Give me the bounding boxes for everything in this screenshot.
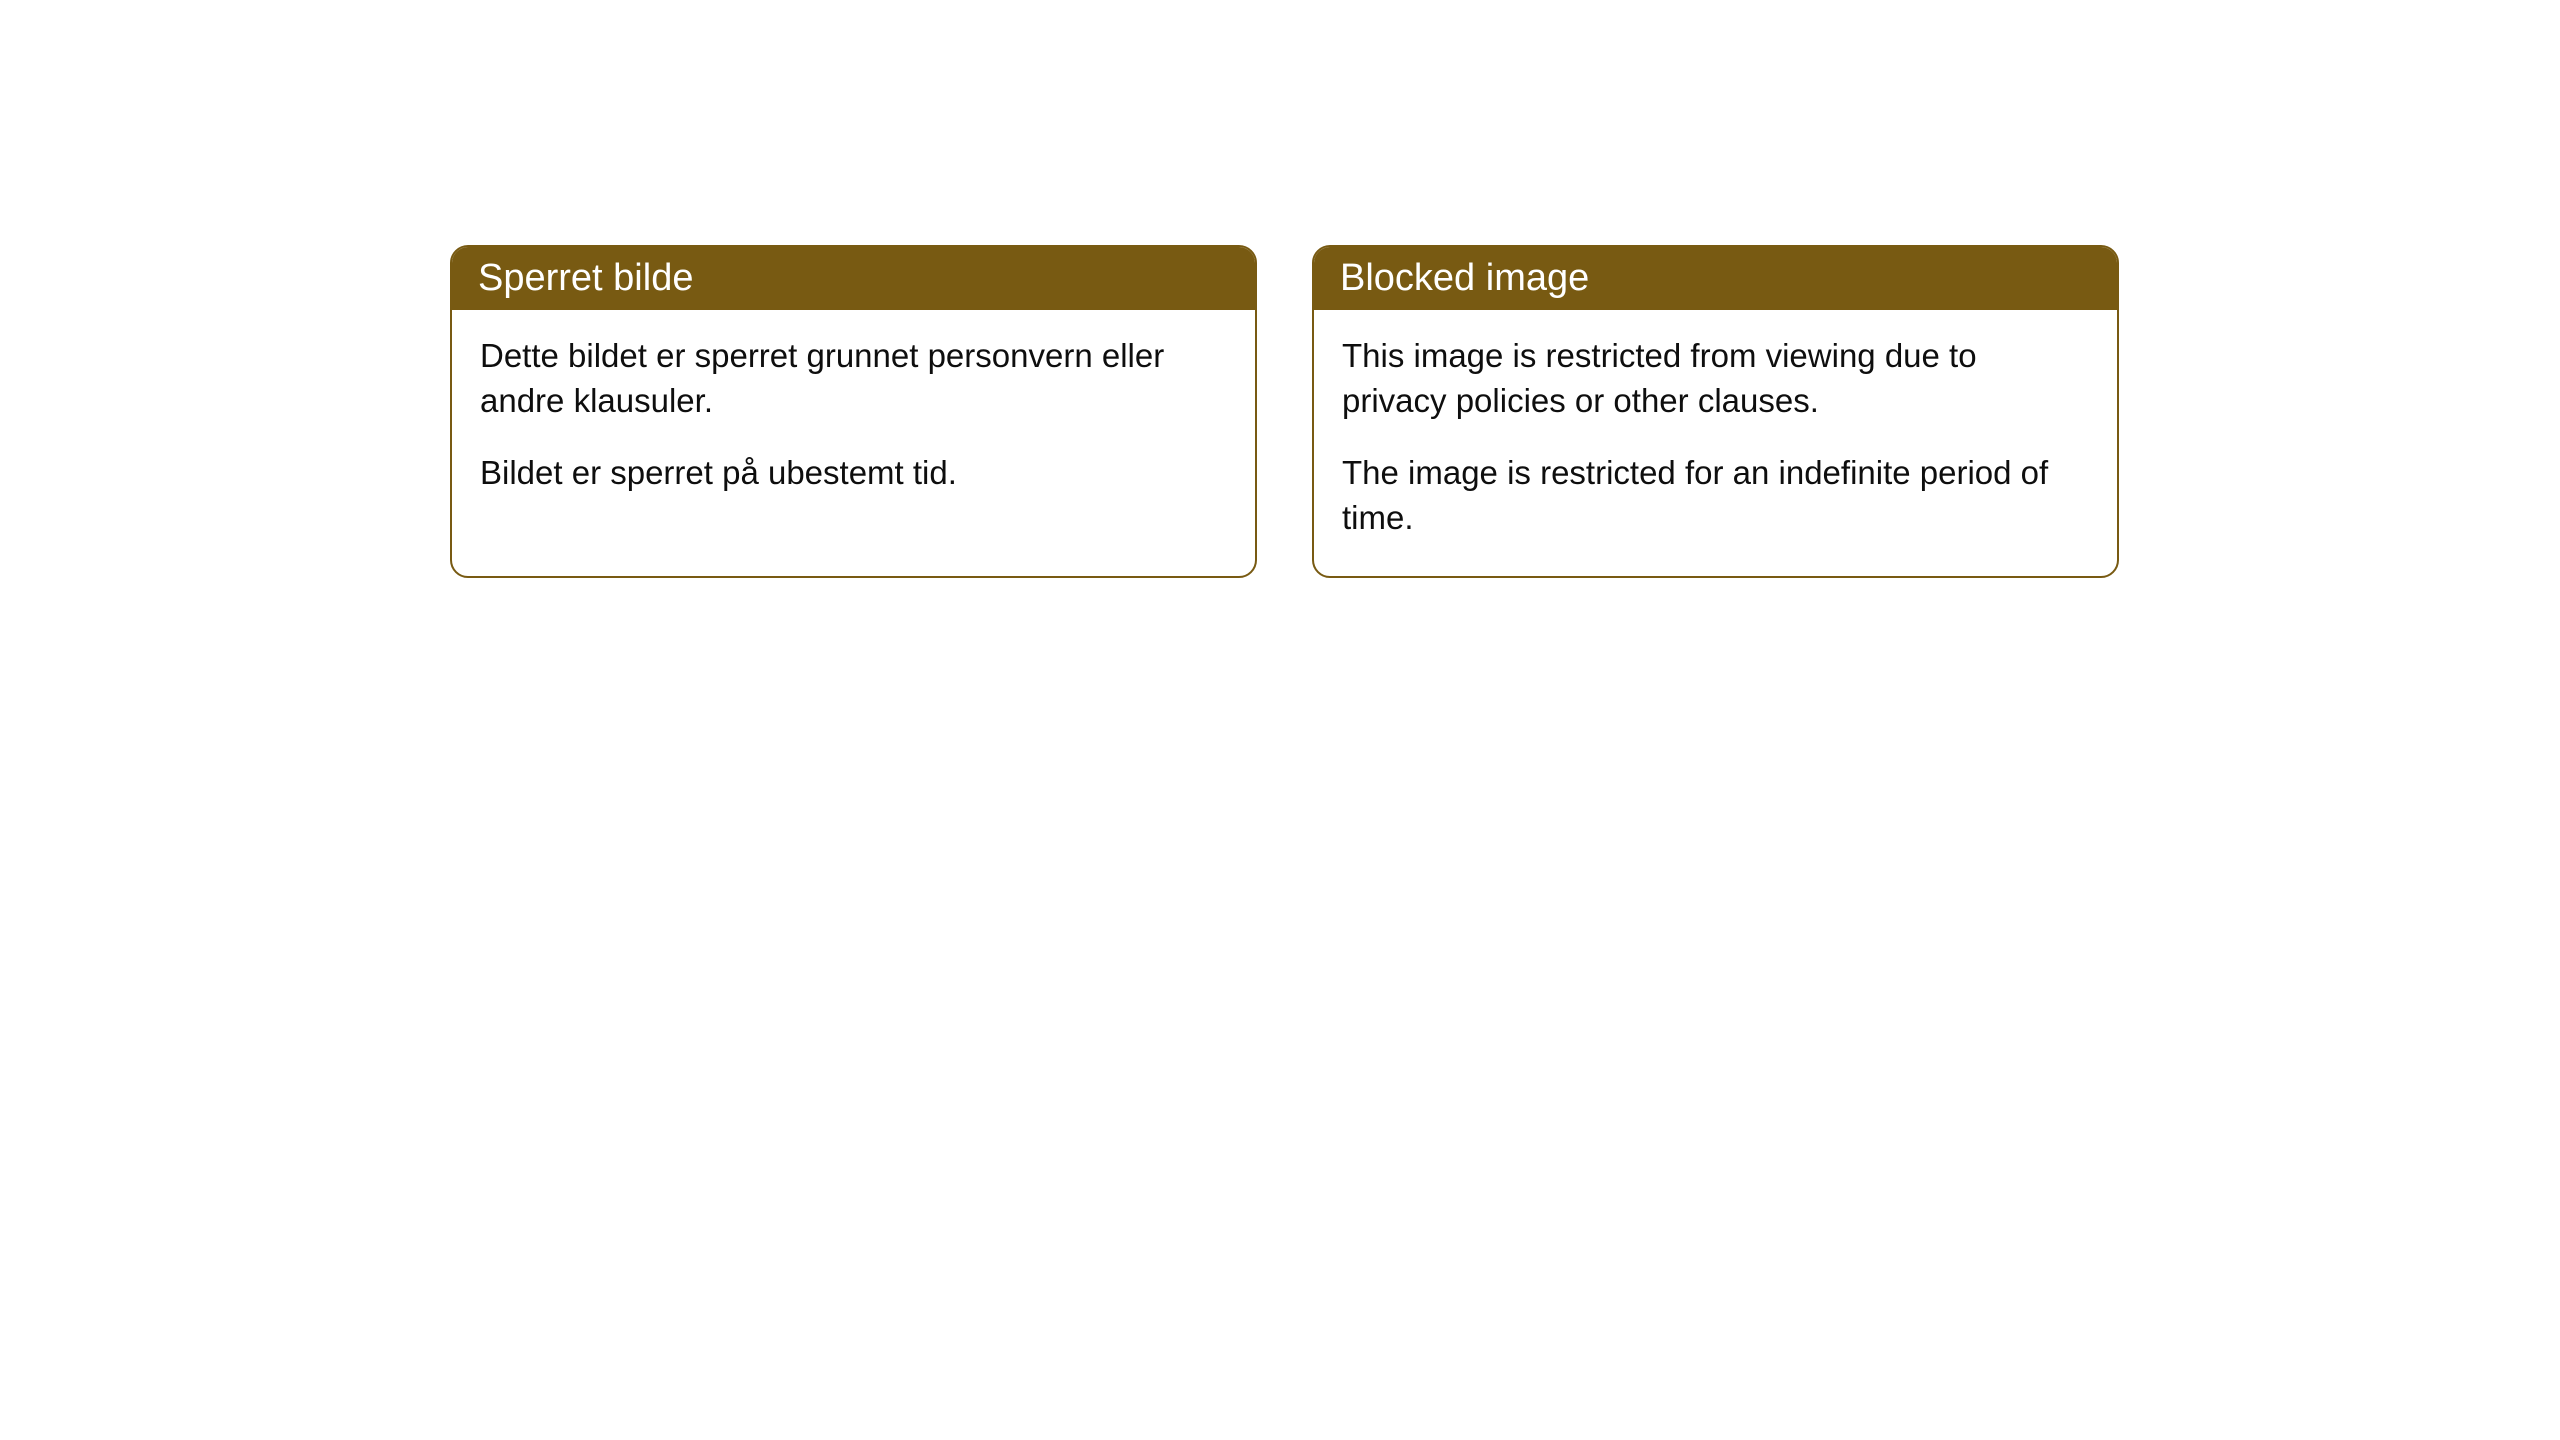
card-header-en: Blocked image: [1314, 247, 2117, 310]
card-paragraph-2-en: The image is restricted for an indefinit…: [1342, 451, 2089, 540]
card-paragraph-1-en: This image is restricted from viewing du…: [1342, 334, 2089, 423]
card-body-en: This image is restricted from viewing du…: [1314, 310, 2117, 576]
card-header-no: Sperret bilde: [452, 247, 1255, 310]
blocked-image-card-en: Blocked image This image is restricted f…: [1312, 245, 2119, 578]
cards-container: Sperret bilde Dette bildet er sperret gr…: [450, 245, 2119, 578]
card-paragraph-1-no: Dette bildet er sperret grunnet personve…: [480, 334, 1227, 423]
card-body-no: Dette bildet er sperret grunnet personve…: [452, 310, 1255, 532]
blocked-image-card-no: Sperret bilde Dette bildet er sperret gr…: [450, 245, 1257, 578]
card-paragraph-2-no: Bildet er sperret på ubestemt tid.: [480, 451, 1227, 496]
